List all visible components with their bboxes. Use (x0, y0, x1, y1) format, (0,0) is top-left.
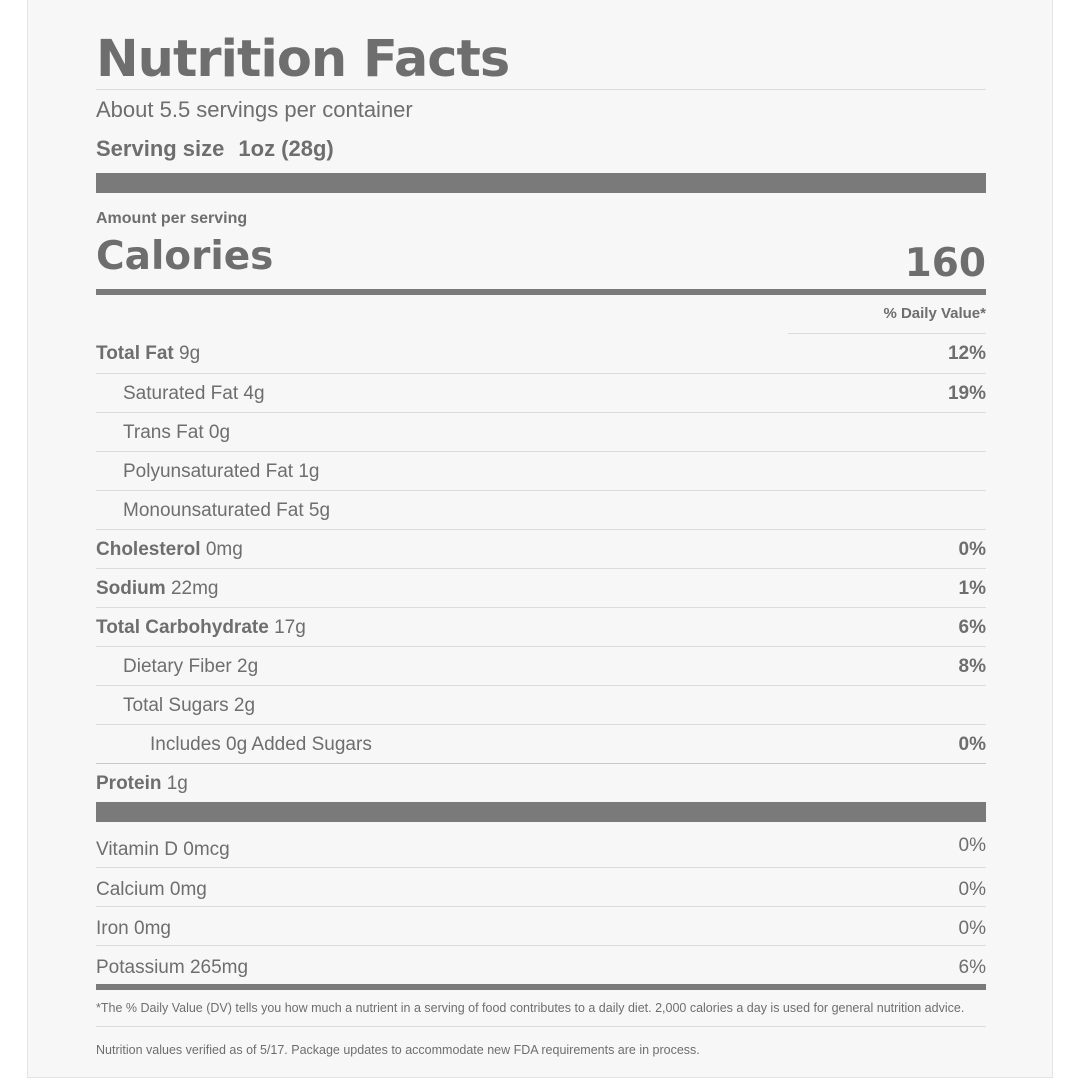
nutrient-row-cholesterol: Cholesterol 0mg 0% (96, 529, 986, 568)
serving-size: Serving size 1oz (28g) (96, 135, 334, 163)
label-title: Nutrition Facts (96, 30, 510, 89)
verification-note: Nutrition values verified as of 5/17. Pa… (96, 1043, 700, 1057)
daily-value-footnote: *The % Daily Value (DV) tells you how mu… (96, 1001, 965, 1015)
serving-size-value: 1oz (28g) (238, 136, 334, 161)
nutrient-row-added-sugars: Includes 0g Added Sugars 0% (96, 724, 986, 763)
nutrient-row-trans-fat: Trans Fat 0g (96, 412, 986, 451)
vitamin-label: Vitamin D 0mcg (96, 839, 230, 860)
nutrient-label: Cholesterol 0mg (96, 539, 243, 560)
daily-value-divider (788, 333, 986, 334)
nutrient-label: Monounsaturated Fat 5g (123, 500, 331, 521)
nutrient-row-total-fat: Total Fat 9g 12% (96, 334, 986, 373)
vitamin-daily-value: 6% (958, 957, 986, 978)
vitamin-label: Calcium 0mg (96, 879, 207, 900)
vitamin-row-potassium: Potassium 265mg 6% (96, 945, 986, 984)
nutrient-daily-value: 6% (958, 617, 986, 638)
nutrient-daily-value: 1% (958, 578, 986, 599)
nutrient-label: Polyunsaturated Fat 1g (123, 461, 320, 482)
servings-per-container: About 5.5 servings per container (96, 97, 413, 122)
vitamin-daily-value: 0% (958, 879, 986, 900)
daily-value-header: % Daily Value* (883, 305, 986, 322)
nutrient-row-sodium: Sodium 22mg 1% (96, 568, 986, 607)
nutrient-row-total-sugars: Total Sugars 2g (96, 685, 986, 724)
nutrient-label: Total Fat 9g (96, 343, 201, 364)
nutrient-label: Protein 1g (96, 773, 188, 794)
nutrient-row-dietary-fiber: Dietary Fiber 2g 8% (96, 646, 986, 685)
nutrient-row-monounsaturated-fat: Monounsaturated Fat 5g (96, 490, 986, 529)
nutrient-label: Trans Fat 0g (123, 422, 231, 443)
nutrient-label: Total Carbohydrate 17g (96, 617, 306, 638)
nutrient-label: Dietary Fiber 2g (123, 656, 259, 677)
vitamin-daily-value: 0% (958, 918, 986, 939)
amount-per-serving: Amount per serving (96, 210, 248, 227)
nutrient-row-total-carbohydrate: Total Carbohydrate 17g 6% (96, 607, 986, 646)
nutrient-row-polyunsaturated-fat: Polyunsaturated Fat 1g (96, 451, 986, 490)
nutrient-daily-value: 0% (958, 539, 986, 560)
nutrient-daily-value: 0% (958, 734, 986, 755)
nutrient-daily-value: 19% (947, 383, 986, 404)
nutrient-row-protein: Protein 1g (96, 763, 986, 802)
calories-value: 160 (904, 241, 986, 286)
footer-divider (96, 984, 986, 990)
vitamin-row-calcium: Calcium 0mg 0% (96, 867, 986, 906)
nutrient-daily-value: 12% (947, 343, 986, 364)
title-divider (96, 89, 986, 90)
nutrient-label: Saturated Fat 4g (123, 383, 265, 404)
nutrient-label: Includes 0g Added Sugars (150, 734, 372, 755)
nutrient-daily-value: 8% (958, 656, 986, 677)
serving-size-label: Serving size (96, 136, 225, 161)
vitamin-row-vitamin-d: Vitamin D 0mcg 0% (96, 828, 986, 867)
thick-divider-vitamins (96, 802, 986, 822)
vitamin-daily-value: 0% (958, 835, 986, 856)
thick-divider-top (96, 173, 986, 193)
calories-label: Calories (96, 234, 274, 279)
nutrient-label: Total Sugars 2g (123, 695, 256, 716)
calories-divider (96, 289, 986, 295)
nutrient-row-saturated-fat: Saturated Fat 4g 19% (96, 373, 986, 412)
footnote-divider (96, 1026, 986, 1027)
vitamin-row-iron: Iron 0mg 0% (96, 906, 986, 945)
nutrient-label: Sodium 22mg (96, 578, 219, 599)
vitamin-label: Iron 0mg (96, 918, 171, 939)
vitamin-label: Potassium 265mg (96, 957, 249, 978)
